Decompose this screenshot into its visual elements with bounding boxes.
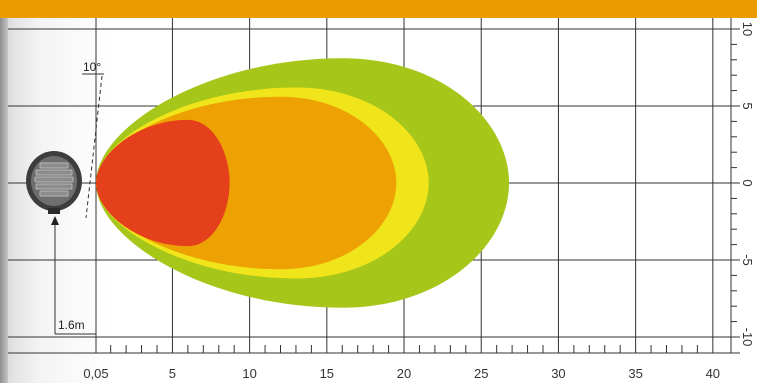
y-tick-label: -5 [740,254,755,266]
x-tick-label: 35 [628,366,642,381]
header-accent-bar [0,0,757,18]
beam-zone-4 [96,119,230,247]
beam-angle-annotation: 10° [82,60,104,219]
y-tick-label: -10 [740,328,755,347]
mount-height-annotation: 1.6m [51,216,96,335]
left-edge-bar [0,18,8,383]
y-tick-label: 5 [740,102,755,109]
y-tick-label: 10 [740,22,755,36]
angle-label: 10° [83,60,101,74]
round-work-lamp-icon [26,151,82,214]
tick-labels: 0,05 5 10 15 20 25 30 35 40 10 5 0 -5 -10 [83,22,755,381]
x-tick-label: 20 [397,366,411,381]
x-tick-label: 0,05 [83,366,108,381]
arrow-up-icon [51,216,59,225]
axes [8,18,740,354]
x-tick-label: 10 [242,366,256,381]
beam-zones [96,58,510,308]
x-tick-label: 25 [474,366,488,381]
x-tick-label: 15 [320,366,334,381]
x-tick-label: 5 [169,366,176,381]
y-tick-label: 0 [740,179,755,186]
x-tick-label: 40 [706,366,720,381]
mount-height-label: 1.6m [58,318,85,332]
x-tick-label: 30 [551,366,565,381]
